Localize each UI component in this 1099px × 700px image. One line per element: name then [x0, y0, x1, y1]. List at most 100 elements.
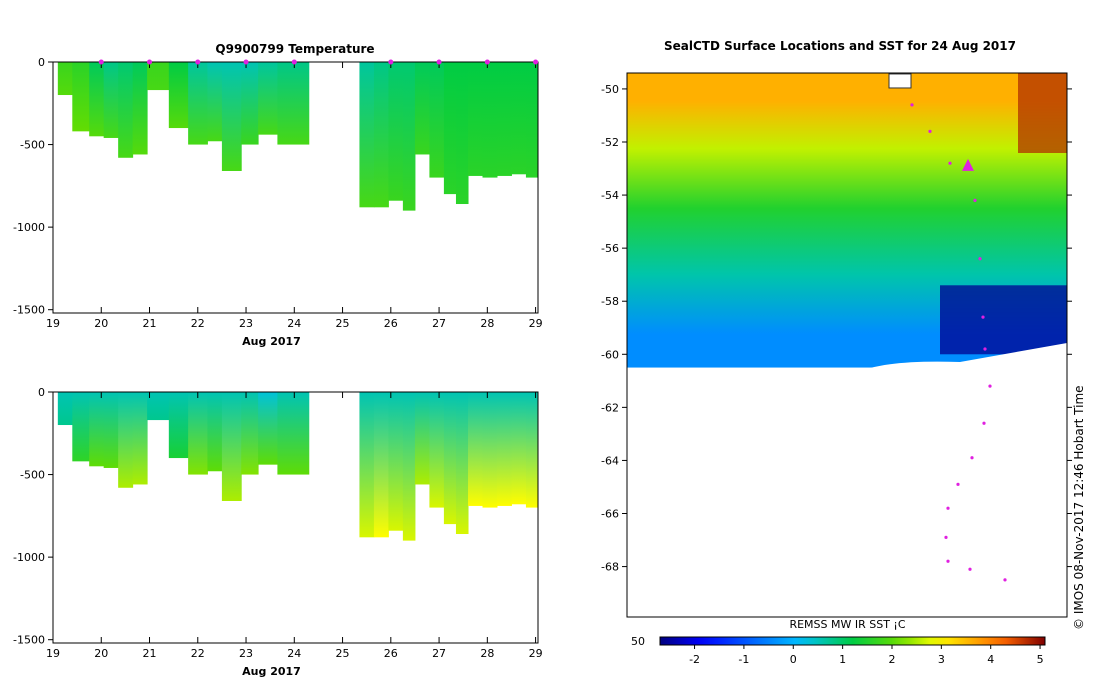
seal-track-point: [946, 559, 950, 563]
sst-cold-patch: [940, 285, 1067, 355]
temp-x-tick-label: 21: [143, 317, 157, 330]
temp-profile-column: [525, 62, 539, 178]
sst-colorbar-tick-label: 5: [1037, 653, 1044, 666]
sal-profile-column: [57, 392, 73, 426]
sal-profile-column: [241, 392, 259, 475]
seal-track-point: [944, 535, 948, 539]
sal-y-tick-label: -1500: [13, 634, 45, 647]
map-y-tick-label: -62: [601, 401, 619, 414]
temp-profile-column: [388, 62, 404, 201]
sal-profile-column: [455, 392, 469, 535]
seal-track-point: [946, 506, 950, 510]
seal-track-point: [978, 257, 982, 261]
temp-y-tick-label: -1000: [13, 221, 45, 234]
sal-profile-column: [402, 392, 416, 541]
temp-surface-marker: [98, 59, 104, 65]
sal-profile-column: [132, 392, 148, 485]
temp-profile-column: [188, 62, 208, 145]
temp-surface-marker: [195, 59, 201, 65]
sst-colorbar-tick-label: -1: [738, 653, 749, 666]
seal-track-point: [968, 567, 972, 571]
sal-y-tick-label: -500: [20, 469, 45, 482]
seal-track-point: [1003, 578, 1007, 582]
temp-profile-column: [482, 62, 498, 178]
sal-profile-column: [118, 392, 134, 488]
temp-profile-column: [277, 62, 310, 145]
map-y-tick-label: -50: [601, 83, 619, 96]
sal-plot-frame: [52, 391, 539, 644]
temp-x-tick-label: 26: [384, 317, 398, 330]
sal-profile-column: [207, 392, 223, 472]
sal-x-axis-label: Aug 2017: [242, 665, 301, 678]
sal-profile-column: [443, 392, 457, 525]
seal-track-point: [973, 198, 977, 202]
temp-profile-column: [132, 62, 148, 155]
sal-profile-column: [168, 392, 189, 459]
temp-profile-column: [118, 62, 134, 158]
map-y-tick-label: -60: [601, 348, 619, 361]
map-y-tick-label: -58: [601, 295, 619, 308]
temp-surface-marker: [291, 59, 297, 65]
temp-x-tick-label: 22: [191, 317, 205, 330]
sal-x-tick-label: 19: [46, 647, 60, 660]
sal-profile-column: [72, 392, 90, 462]
temp-x-tick-label: 29: [529, 317, 543, 330]
sst-colorbar-tick-label: 0: [790, 653, 797, 666]
salinity-section-chart: 19 20 21 22 23 24 25 26 27 28 29 0 -500 -1000 -1500 Aug…: [13, 386, 543, 678]
sal-profile-column: [496, 392, 512, 506]
temp-profile-column: [258, 62, 278, 135]
sal-profile-column: [147, 392, 170, 421]
temp-surface-marker: [388, 59, 394, 65]
seal-track-point: [928, 129, 932, 133]
sst-colorbar: [659, 636, 1046, 646]
map-y-tick-label: -64: [601, 454, 619, 467]
imos-timestamp: © IMOS 08-Nov-2017 12:46 Hobart Time: [1072, 385, 1086, 630]
temp-surface-marker: [436, 59, 442, 65]
sal-x-tick-label: 29: [529, 647, 543, 660]
sst-colorbar-title: REMSS MW IR SST ¡C: [789, 618, 905, 631]
sal-profile-column: [525, 392, 539, 508]
sst-warm-patch: [1018, 73, 1067, 153]
sal-profile-column: [414, 392, 430, 485]
sal-profile-column: [359, 392, 375, 538]
map-y-tick-label: -66: [601, 508, 619, 521]
temp-x-tick-label: 23: [239, 317, 253, 330]
sal-x-tick-label: 21: [143, 647, 157, 660]
temp-profile-column: [57, 62, 73, 96]
sal-profile-column: [103, 392, 119, 468]
sal-x-tick-label: 22: [191, 647, 205, 660]
temp-y-tick-label: -1500: [13, 304, 45, 317]
seal-track-point: [956, 482, 960, 486]
sal-profile-column: [277, 392, 310, 475]
temp-profile-column: [103, 62, 119, 138]
seal-track-point: [982, 421, 986, 425]
sal-profile-column: [221, 392, 242, 501]
sal-profile-column: [511, 392, 527, 505]
sal-y-tick-label: -1000: [13, 551, 45, 564]
sal-y-tick-label: 0: [38, 386, 45, 399]
temp-profile-column: [241, 62, 259, 145]
temperature-section-chart: 19 20 21 22 23 24 25 26 27 28 29 0 -500 -1000 -1500 Aug…: [13, 56, 543, 348]
island: [888, 73, 912, 89]
temp-x-tick-label: 25: [336, 317, 350, 330]
temp-profile-column: [373, 62, 389, 208]
seal-track-point: [983, 347, 987, 351]
temp-x-tick-label: 28: [480, 317, 494, 330]
temp-profile-column: [429, 62, 445, 178]
seal-track-point: [970, 456, 974, 460]
temp-profile-column: [72, 62, 90, 132]
temp-profile-column: [221, 62, 242, 171]
temp-profile-column: [168, 62, 189, 129]
temp-profile-column: [147, 62, 170, 91]
sal-profile-column: [482, 392, 498, 508]
map-title: SealCTD Surface Locations and SST for 24…: [664, 39, 1016, 53]
sal-profile-column: [468, 392, 484, 506]
sal-x-tick-label: 26: [384, 647, 398, 660]
sal-profile-column: [89, 392, 105, 467]
sal-profile-column: [258, 392, 278, 465]
temp-y-tick-label: 0: [38, 56, 45, 69]
temp-profile-column: [443, 62, 457, 195]
sal-profile-column: [373, 392, 389, 538]
sst-colorbar-tick-label: 1: [839, 653, 846, 666]
sal-x-tick-label: 24: [287, 647, 301, 660]
